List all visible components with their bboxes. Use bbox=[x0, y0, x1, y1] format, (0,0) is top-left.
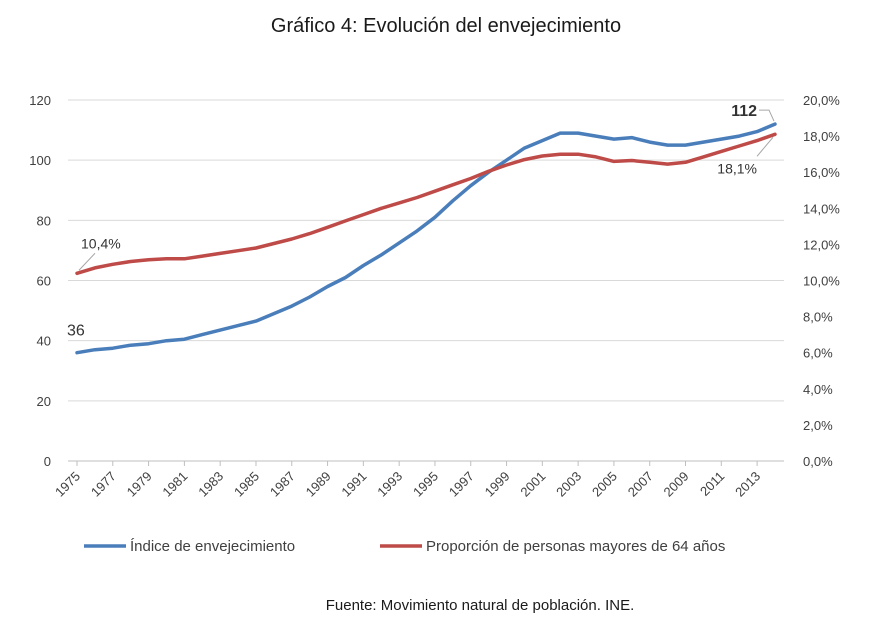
chart-title: Gráfico 4: Evolución del envejecimiento bbox=[271, 15, 621, 37]
data-label: 10,4% bbox=[81, 235, 121, 251]
y-right-tick-label: 20,0% bbox=[803, 93, 840, 108]
y-right-tick-label: 16,0% bbox=[803, 165, 840, 180]
series-line-elderly-share bbox=[75, 132, 777, 276]
y-right-tick-label: 6,0% bbox=[803, 346, 833, 361]
y-left-tick-label: 20 bbox=[37, 394, 51, 409]
y-right-tick-label: 4,0% bbox=[803, 382, 833, 397]
x-tick-label: 1977 bbox=[88, 469, 119, 500]
x-tick-label: 2005 bbox=[589, 469, 620, 500]
x-tick-label: 2011 bbox=[697, 469, 727, 499]
y-left-tick-label: 0 bbox=[44, 454, 51, 469]
y-left-tick-label: 80 bbox=[37, 213, 51, 228]
x-tick-label: 1997 bbox=[446, 469, 477, 500]
x-tick-label: 1993 bbox=[374, 469, 405, 500]
y-right-tick-label: 10,0% bbox=[803, 274, 840, 289]
data-label: 18,1% bbox=[717, 160, 757, 176]
series-lines bbox=[75, 122, 777, 355]
x-axis: 1975 1977 1979 1981 1983 1985 1987 1989 1991 1993… bbox=[52, 461, 763, 500]
x-tick-label: 2007 bbox=[625, 469, 656, 500]
y-right-tick-label: 2,0% bbox=[803, 418, 833, 433]
x-tick-label: 1975 bbox=[52, 469, 83, 500]
leader-line bbox=[756, 136, 774, 157]
y-right-tick-label: 14,0% bbox=[803, 201, 840, 216]
data-label: 112 bbox=[731, 103, 757, 120]
data-annotations: 36 10,4% 112 18,1% bbox=[67, 103, 775, 340]
data-label: 36 bbox=[67, 323, 85, 340]
leader-line bbox=[759, 109, 775, 122]
x-tick-label: 1989 bbox=[303, 469, 334, 500]
y-right-tick-label: 12,0% bbox=[803, 237, 840, 252]
legend-label: Índice de envejecimiento bbox=[130, 538, 295, 555]
x-tick-label: 2001 bbox=[517, 469, 548, 500]
y-left-tick-label: 100 bbox=[29, 153, 51, 168]
left-axis: 0 20 40 60 80 100 120 bbox=[29, 93, 51, 469]
y-right-tick-label: 8,0% bbox=[803, 310, 833, 325]
y-left-tick-label: 40 bbox=[37, 334, 51, 349]
legend-label: Proporción de personas mayores de 64 año… bbox=[426, 538, 725, 555]
x-tick-label: 2009 bbox=[661, 469, 692, 500]
x-tick-label: 1995 bbox=[410, 469, 441, 500]
x-tick-label: 2013 bbox=[732, 469, 763, 500]
y-left-tick-label: 120 bbox=[29, 93, 51, 108]
leader-line bbox=[78, 252, 96, 271]
x-tick-label: 1985 bbox=[231, 469, 262, 500]
y-right-tick-label: 18,0% bbox=[803, 129, 840, 144]
series-line-aging-index bbox=[75, 122, 777, 355]
x-tick-label: 1979 bbox=[124, 469, 155, 500]
x-tick-label: 1991 bbox=[338, 469, 369, 500]
legend: Índice de envejecimiento Proporción de pe… bbox=[84, 538, 725, 555]
gridlines bbox=[68, 99, 784, 462]
y-left-tick-label: 60 bbox=[37, 274, 51, 289]
source-note: Fuente: Movimiento natural de población.… bbox=[326, 597, 635, 614]
y-right-tick-label: 0,0% bbox=[803, 454, 833, 469]
x-tick-label: 1987 bbox=[267, 469, 298, 500]
x-tick-label: 1999 bbox=[482, 469, 513, 500]
x-tick-label: 2003 bbox=[553, 469, 584, 500]
right-axis: 0,0% 2,0% 4,0% 6,0% 8,0% 10,0% 12,0% 14,0% 16,0%… bbox=[803, 93, 840, 469]
x-tick-label: 1981 bbox=[159, 469, 190, 500]
x-tick-label: 1983 bbox=[195, 469, 226, 500]
